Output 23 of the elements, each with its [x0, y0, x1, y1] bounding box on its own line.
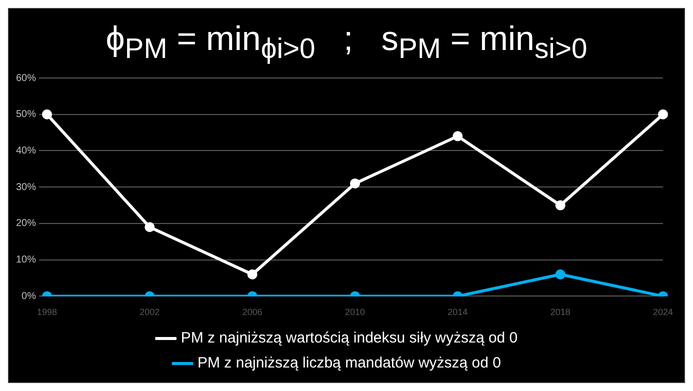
x-tick-label: 2002 — [140, 307, 160, 318]
point — [144, 222, 155, 232]
y-tick-label: 50% — [16, 109, 36, 120]
y-tick-label: 20% — [16, 218, 36, 230]
y-tick-label: 60% — [16, 72, 36, 84]
y-tick-label: 30% — [16, 182, 36, 193]
point — [350, 178, 360, 188]
point — [658, 109, 668, 120]
point — [42, 109, 52, 120]
legend-label: PM z najniższą wartością indeksu siły wyższą od 0 — [180, 330, 518, 347]
legend-label: PM z najniższą liczbą mandatów wyższą od 0 — [198, 354, 501, 372]
x-tick-label: 2018 — [550, 307, 570, 318]
y-tick-label: 40% — [16, 145, 36, 156]
y-tick-label: 10% — [16, 254, 36, 266]
point — [555, 200, 566, 210]
point — [452, 131, 463, 142]
x-tick-label: 2006 — [242, 307, 262, 318]
chart-title: ϕ$_{PM}$ = min$_{ϕi>0}$ ; s$_{PM}$ = min$_{si>0}$ — [104, 19, 588, 67]
x-tick-label: 2024 — [652, 307, 674, 318]
x-tick-label: 1998 — [37, 307, 58, 318]
y-tick-label: 0% — [22, 290, 36, 302]
x-tick-label: 2010 — [344, 307, 366, 318]
x-tick-label: 2014 — [448, 307, 468, 318]
